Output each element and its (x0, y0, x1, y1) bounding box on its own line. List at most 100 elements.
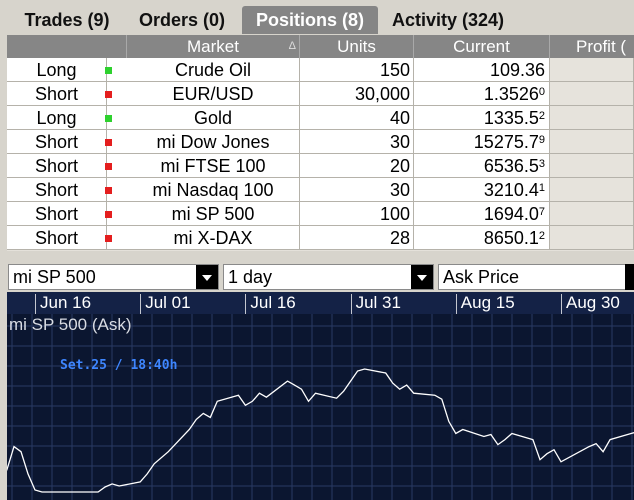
table-row[interactable]: Short mi FTSE 100 20 6536.53 (7, 154, 634, 178)
table-row[interactable]: Long Gold 40 1335.52 (7, 106, 634, 130)
col-profit-header[interactable]: Profit ( (576, 37, 627, 56)
profit-value (550, 226, 634, 250)
instrument-select[interactable]: mi SP 500 (8, 264, 219, 290)
x-tick-label: Aug 15 (455, 292, 515, 314)
col-market-header[interactable]: Market Δ (127, 35, 300, 58)
status-cell (107, 58, 127, 82)
table-row[interactable]: Long Crude Oil 150 109.36 (7, 58, 634, 82)
market-name: Gold (127, 106, 300, 130)
profit-value (550, 130, 634, 154)
period-select[interactable]: 1 day (223, 264, 434, 290)
current-price-pip: 2 (538, 110, 545, 122)
units-value: 40 (300, 106, 414, 130)
units-value: 20 (300, 154, 414, 178)
market-name: EUR/USD (127, 82, 300, 106)
current-price-pip: 9 (538, 134, 545, 146)
col-units-header[interactable]: Units (300, 35, 414, 58)
units-value: 30,000 (300, 82, 414, 106)
market-name: mi X-DAX (127, 226, 300, 250)
x-tick-label: Jun 16 (35, 292, 91, 314)
profit-value (550, 202, 634, 226)
table-row[interactable]: Short EUR/USD 30,000 1.35260 (7, 82, 634, 106)
status-indicator-icon (105, 163, 112, 170)
current-price: 1694.07 (414, 202, 550, 226)
x-tick-label: Jul 31 (350, 292, 401, 314)
chevron-down-icon[interactable] (411, 265, 433, 289)
status-indicator-icon (105, 187, 112, 194)
current-price-value: 6536.5 (483, 156, 539, 176)
units-value: 30 (300, 130, 414, 154)
positions-grid: Market Δ Units Current Profit ( Long Crud… (7, 35, 634, 251)
x-tick-label: Jul 01 (140, 292, 191, 314)
position-side: Short (7, 154, 107, 178)
col-side-header[interactable] (7, 35, 127, 58)
period-select-value: 1 day (228, 267, 273, 287)
position-side: Long (7, 58, 107, 82)
position-side: Short (7, 202, 107, 226)
x-tick-label: Aug 30 (561, 292, 620, 314)
units-value: 100 (300, 202, 414, 226)
status-indicator-icon (105, 139, 112, 146)
col-market-label: Market (187, 37, 239, 56)
current-price-pip: 3 (538, 158, 545, 170)
current-price: 1.35260 (414, 82, 550, 106)
table-row[interactable]: Short mi X-DAX 28 8650.12 (7, 226, 634, 250)
status-cell (107, 226, 127, 250)
chevron-down-icon[interactable] (625, 264, 634, 290)
series-line (7, 368, 634, 493)
market-name: mi SP 500 (127, 202, 300, 226)
status-indicator-icon (105, 235, 112, 242)
x-axis: Jun 16 Jul 01 Jul 16 Jul 31 Aug 15 Aug 30 (7, 292, 634, 314)
market-name: mi Nasdaq 100 (127, 178, 300, 202)
profit-value (550, 154, 634, 178)
current-price-value: 3210.4 (483, 180, 539, 200)
profit-value (550, 82, 634, 106)
current-price: 6536.53 (414, 154, 550, 178)
instrument-select-value: mi SP 500 (13, 267, 96, 287)
table-row[interactable]: Short mi SP 500 100 1694.07 (7, 202, 634, 226)
current-price-value: 1.3526 (483, 84, 539, 104)
market-name: mi Dow Jones (127, 130, 300, 154)
current-price-value: 15275.7 (473, 132, 539, 152)
position-side: Long (7, 106, 107, 130)
tab-trades[interactable]: Trades (9) (24, 10, 110, 30)
market-name: mi FTSE 100 (127, 154, 300, 178)
sort-indicator-icon: Δ (288, 40, 296, 52)
position-side: Short (7, 130, 107, 154)
units-value: 150 (300, 58, 414, 82)
table-row[interactable]: Short mi Dow Jones 30 15275.79 (7, 130, 634, 154)
status-cell (107, 202, 127, 226)
price-type-select-value: Ask Price (443, 267, 520, 287)
position-side: Short (7, 178, 107, 202)
tab-positions[interactable]: Positions (8) (242, 6, 378, 34)
current-price-pip: 1 (538, 182, 545, 194)
current-price-value: 8650.1 (483, 228, 539, 248)
status-indicator-icon (105, 115, 112, 122)
price-chart[interactable]: Jun 16 Jul 01 Jul 16 Jul 31 Aug 15 Aug 30 mi … (7, 292, 634, 500)
table-row[interactable]: Short mi Nasdaq 100 30 3210.41 (7, 178, 634, 202)
tab-bar: Trades (9) Orders (0) Positions (8) Acti… (0, 0, 634, 35)
status-indicator-icon (105, 67, 112, 74)
price-type-select[interactable]: Ask Price (438, 264, 628, 290)
col-current-header[interactable]: Current (414, 35, 550, 58)
position-side: Short (7, 82, 107, 106)
current-price: 3210.41 (414, 178, 550, 202)
status-cell (107, 178, 127, 202)
chart-title: mi SP 500 (Ask) (9, 315, 132, 334)
profit-value (550, 178, 634, 202)
tab-orders[interactable]: Orders (0) (138, 10, 226, 30)
cursor-label: Set.25 / 18:40h (60, 358, 178, 373)
units-value: 28 (300, 226, 414, 250)
current-price-value: 1335.5 (483, 108, 539, 128)
status-indicator-icon (105, 211, 112, 218)
status-cell (107, 106, 127, 130)
current-price-value: 1694.0 (483, 204, 539, 224)
current-price-pip: 7 (538, 206, 545, 218)
status-cell (107, 154, 127, 178)
chart-canvas (7, 314, 634, 500)
grid-header: Market Δ Units Current Profit ( (7, 35, 634, 58)
chevron-down-icon[interactable] (196, 265, 218, 289)
current-price: 1335.52 (414, 106, 550, 130)
tab-activity[interactable]: Activity (324) (391, 10, 505, 30)
status-indicator-icon (105, 91, 112, 98)
